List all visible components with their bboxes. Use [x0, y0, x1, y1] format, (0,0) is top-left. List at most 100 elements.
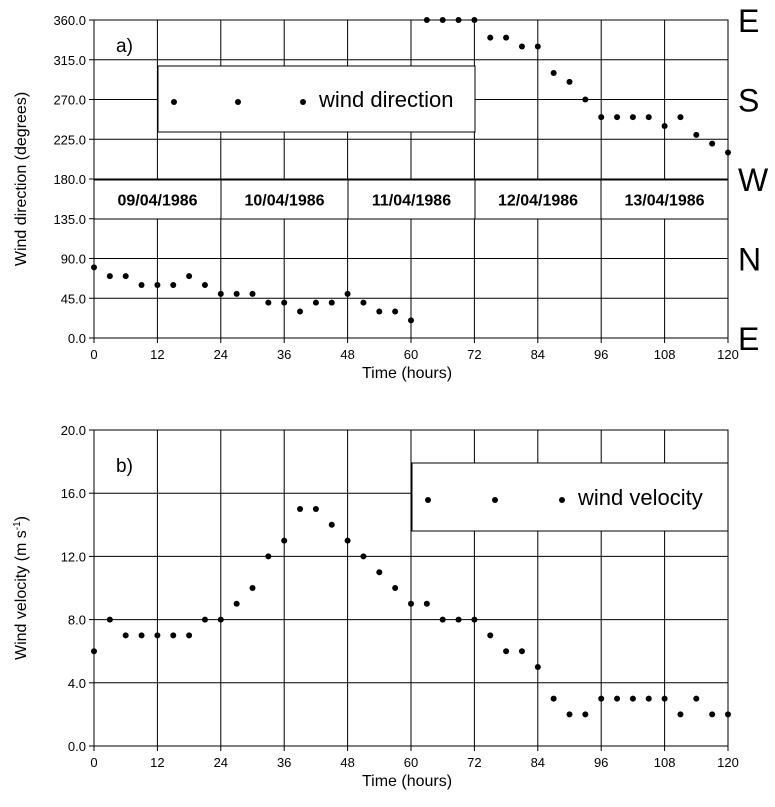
wind-velocity-panel: 0 12 24 36 48 60 72 84 96 108 120 0.0 4.0 8.0 12.0 16.0…: [12, 423, 739, 790]
data-point: [661, 695, 668, 702]
date-label: 09/04/1986: [117, 193, 197, 210]
date-label: 13/04/1986: [624, 193, 704, 210]
compass-label: N: [738, 242, 761, 278]
legend-box: [157, 65, 476, 133]
data-point: [106, 616, 113, 623]
data-point: [91, 648, 97, 655]
x-tick-label: 60: [404, 347, 418, 362]
data-point: [122, 273, 129, 280]
y-tick-label: 0.0: [68, 739, 86, 754]
data-point: [265, 299, 272, 306]
data-point: [201, 616, 208, 623]
data-point: [360, 299, 367, 306]
data-point: [122, 632, 129, 639]
x-axis-title: Time (hours): [362, 773, 452, 790]
data-point: [471, 616, 478, 623]
x-tick-label: 36: [277, 755, 291, 770]
data-point: [170, 632, 177, 639]
data-point: [598, 114, 605, 121]
x-tick-label: 72: [467, 755, 481, 770]
x-axis-title: Time (hours): [362, 365, 452, 382]
y-tick-label: 12.0: [61, 549, 86, 564]
data-point: [154, 632, 161, 639]
panel-label: a): [116, 36, 133, 57]
data-point: [138, 282, 145, 288]
x-tick-label: 84: [531, 755, 545, 770]
data-point: [91, 264, 97, 271]
legend-marker: [425, 497, 431, 503]
data-point: [518, 43, 525, 50]
data-point: [582, 96, 589, 103]
y-tick-label: 270.0: [53, 93, 86, 108]
y-tick-label: 0.0: [68, 331, 86, 346]
data-point: [392, 585, 399, 591]
y-axis-title: Wind direction (degrees): [13, 92, 30, 266]
data-point: [566, 78, 573, 85]
x-tick-label: 0: [90, 347, 97, 362]
data-point: [408, 317, 414, 324]
x-tick-label: 60: [404, 755, 418, 770]
x-tick-label: 12: [150, 347, 164, 362]
data-point: [217, 616, 224, 623]
data-point: [408, 600, 414, 607]
legend-marker: [300, 99, 306, 105]
y-tick-label: 20.0: [61, 423, 86, 438]
y-tick-label: 225.0: [53, 132, 86, 147]
data-point: [281, 299, 288, 306]
data-point: [614, 114, 621, 121]
compass-label: S: [738, 83, 759, 119]
data-point: [233, 600, 240, 607]
data-point: [360, 553, 367, 560]
data-point: [645, 114, 652, 121]
data-point: [582, 711, 589, 718]
data-point: [534, 664, 541, 670]
legend-marker: [171, 99, 177, 105]
data-point: [455, 616, 462, 623]
data-point: [297, 506, 304, 512]
x-tick-label: 24: [214, 347, 228, 362]
legend-box: [411, 462, 729, 532]
y-tick-label: 315.0: [53, 53, 86, 68]
y-tick-label: 45.0: [61, 291, 86, 306]
compass-label: E: [738, 321, 759, 357]
data-point: [106, 273, 113, 280]
date-label: 11/04/1986: [372, 193, 451, 210]
data-point: [629, 695, 636, 702]
x-tick-label: 12: [150, 755, 164, 770]
data-point: [138, 632, 145, 639]
data-point: [503, 34, 510, 41]
date-box: [600, 179, 729, 220]
date-box: [93, 179, 222, 220]
x-tick-label: 0: [90, 755, 97, 770]
y-axis-title-text: Wind direction (degrees): [13, 92, 30, 266]
data-point: [376, 569, 383, 576]
data-point: [186, 632, 193, 639]
y-axis-title-text: Wind velocity (m s: [13, 530, 30, 660]
x-tick-label: 24: [214, 755, 228, 770]
data-point: [328, 521, 335, 528]
y-tick-label: 360.0: [53, 13, 86, 28]
data-point: [154, 282, 161, 288]
data-point: [677, 114, 684, 121]
data-point: [201, 282, 208, 288]
data-point: [423, 600, 430, 607]
x-tick-label: 96: [594, 347, 608, 362]
x-tick-label: 96: [594, 755, 608, 770]
data-point: [312, 506, 319, 512]
data-point: [233, 290, 240, 297]
date-box: [347, 179, 476, 220]
y-axis-title-end: ): [13, 516, 30, 521]
data-point: [693, 695, 700, 702]
compass-label: W: [738, 162, 769, 198]
data-point: [312, 299, 319, 306]
x-tick-label: 84: [531, 347, 545, 362]
date-box: [474, 179, 602, 220]
data-point: [487, 632, 494, 639]
x-tick-label: 72: [467, 347, 481, 362]
x-tick-label: 120: [717, 347, 739, 362]
data-point: [550, 70, 557, 76]
data-point: [249, 290, 256, 297]
data-point: [392, 308, 399, 315]
data-point: [677, 711, 684, 718]
data-point: [439, 616, 446, 623]
